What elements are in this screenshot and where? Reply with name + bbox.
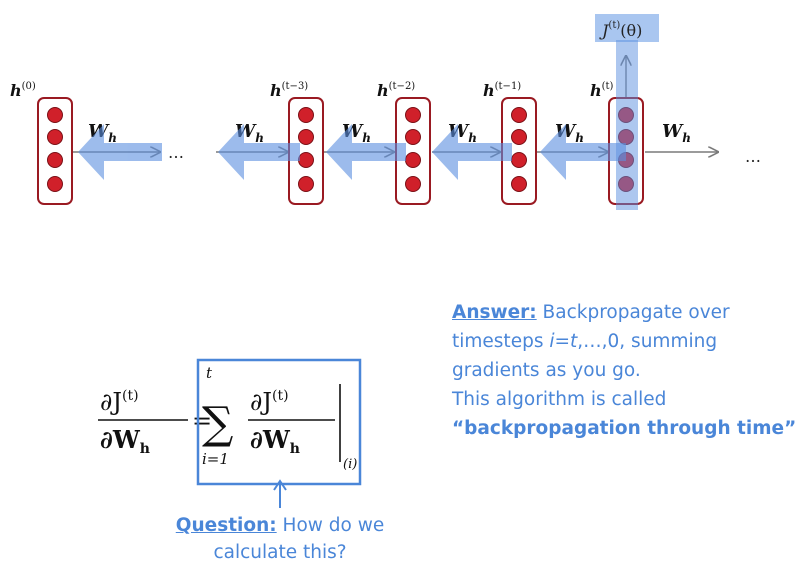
backprop-arrows — [78, 124, 626, 180]
lhs-numerator: ∂J(t) — [100, 388, 139, 416]
neuron — [47, 129, 63, 145]
gradient-equation: ∂J(t) ∂Wh = t ∑ i=1 ∂J(t) ∂Wh (i) — [98, 358, 362, 486]
answer-text: Answer: Backpropagate over timesteps i=t… — [452, 298, 807, 443]
rhs-numerator: ∂J(t) — [250, 388, 289, 416]
hidden-state-label: h(t) — [590, 81, 614, 100]
neuron — [298, 152, 314, 168]
answer-line2-a: timesteps — [452, 331, 550, 352]
answer-line2-c: ,…,0, summing — [577, 331, 718, 352]
question-line2: calculate this? — [213, 542, 347, 563]
answer-index-i: i — [549, 331, 555, 352]
answer-index-t: t — [570, 331, 578, 352]
evaluation-subscript: (i) — [343, 457, 357, 472]
answer-label: Answer: — [452, 302, 537, 323]
neuron — [47, 176, 63, 192]
hidden-state-label: h(t−3) — [270, 81, 308, 100]
sum-upper-limit: t — [206, 364, 213, 382]
neuron — [47, 152, 63, 168]
neuron — [511, 176, 527, 192]
question-line1: How do we — [276, 515, 385, 536]
lhs-denominator: ∂Wh — [100, 425, 150, 457]
hidden-state-label: h(t−1) — [483, 81, 521, 100]
question-arrow — [273, 479, 287, 508]
neuron — [511, 129, 527, 145]
neuron — [405, 107, 421, 123]
rnn-unrolled-diagram: … … h(0)h(t−3)h(t−2)h(t−1)h(t) WhWhWhWhW… — [10, 14, 761, 210]
backprop-arrow — [540, 124, 626, 180]
loss-vertical-highlight — [616, 40, 638, 210]
neuron — [405, 176, 421, 192]
question-text: Question: How do we calculate this? — [150, 512, 410, 566]
hidden-state-label: h(t−2) — [377, 81, 415, 100]
neuron — [298, 176, 314, 192]
neuron — [511, 107, 527, 123]
backprop-arrow — [218, 124, 300, 180]
sum-symbol: ∑ — [202, 398, 233, 449]
answer-line4: This algorithm is called — [452, 389, 667, 410]
neuron — [405, 129, 421, 145]
question-label: Question: — [175, 515, 277, 536]
neuron — [298, 107, 314, 123]
hidden-state-column — [395, 97, 431, 205]
answer-equals: = — [554, 331, 570, 352]
answer-line5: “backpropagation through time” — [452, 418, 797, 439]
backprop-arrow — [326, 124, 406, 180]
backprop-arrow — [78, 124, 162, 180]
neuron — [47, 107, 63, 123]
rhs-denominator: ∂Wh — [250, 425, 300, 457]
neuron — [511, 152, 527, 168]
ellipsis-right: … — [745, 147, 761, 166]
loss-highlight — [595, 14, 659, 42]
loss-label: J(t)(θ) — [599, 20, 642, 40]
hidden-state-column — [37, 97, 73, 205]
backprop-arrow — [432, 124, 512, 180]
ellipsis-left: … — [168, 143, 184, 162]
neuron — [298, 129, 314, 145]
neuron — [405, 152, 421, 168]
sum-lower-limit: i=1 — [202, 450, 229, 468]
answer-line3: gradients as you go. — [452, 360, 641, 381]
hidden-state-column — [501, 97, 537, 205]
hidden-state-label: h(0) — [10, 81, 36, 100]
answer-line1: Backpropagate over — [536, 302, 730, 323]
hidden-state-column — [288, 97, 324, 205]
weight-label: Wh — [662, 121, 691, 145]
